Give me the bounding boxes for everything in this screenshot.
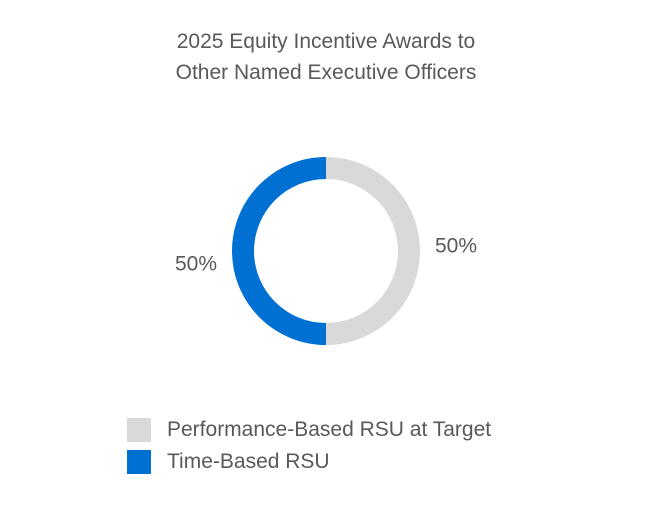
chart-title-line-1: 2025 Equity Incentive Awards to [176, 30, 476, 53]
legend-label-time-based-rsu: Time-Based RSU [167, 450, 330, 473]
chart-title-line-2: Other Named Executive Officers [175, 61, 477, 84]
legend-swatch-performance-based-rsu [127, 418, 151, 442]
legend-swatch-time-based-rsu [127, 450, 151, 474]
data-label-time-based-rsu: 50% [175, 253, 217, 276]
chart-legend: Performance-Based RSU at Target Time-Bas… [127, 414, 491, 478]
data-label-performance-based-rsu: 50% [435, 235, 477, 258]
donut-slice-time-based-rsu [232, 157, 326, 345]
legend-item-time-based-rsu: Time-Based RSU [127, 446, 491, 478]
donut-slice-performance-based-rsu [326, 157, 420, 345]
legend-label-performance-based-rsu: Performance-Based RSU at Target [167, 418, 492, 441]
donut-chart: 50% 50% [175, 157, 477, 345]
legend-item-performance-based-rsu: Performance-Based RSU at Target [127, 414, 491, 446]
chart-title: 2025 Equity Incentive Awards to Other Na… [0, 26, 652, 88]
